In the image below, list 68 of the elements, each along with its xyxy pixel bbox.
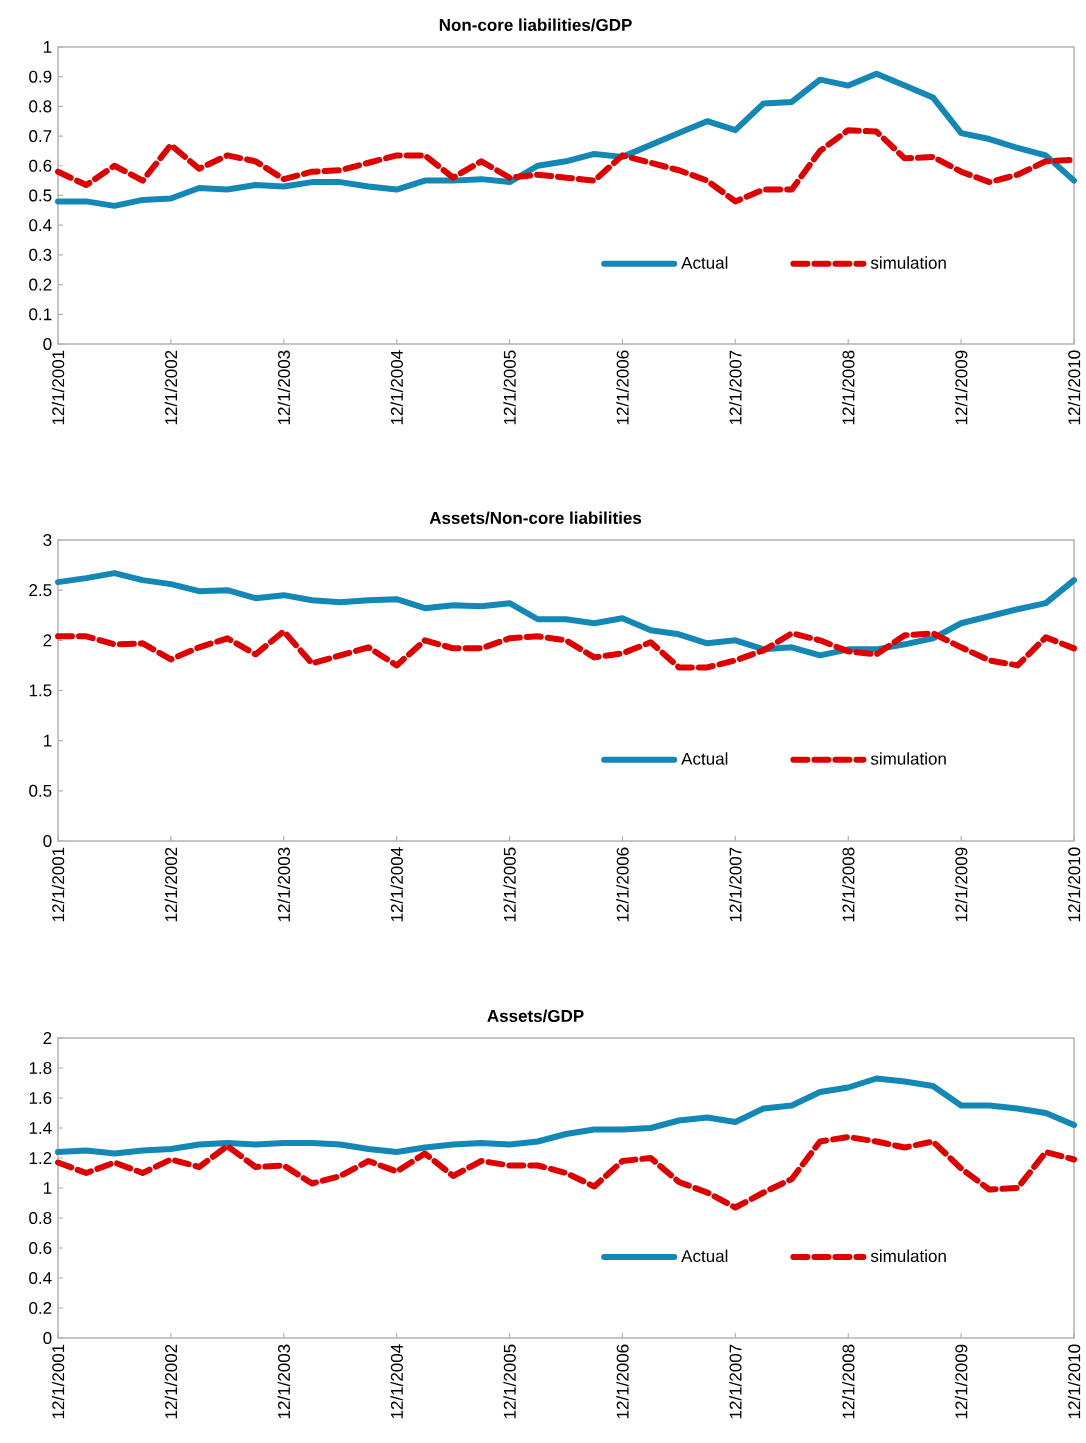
chart-title: Non-core liabilities/GDP [439,18,632,32]
y-tick-label: 2 [43,1032,52,1044]
y-tick-label: 0.8 [29,1211,52,1225]
legend-label: simulation [870,256,946,269]
x-tick-label: 12/1/2005 [503,350,516,425]
y-tick-label: 1.6 [29,1091,52,1105]
y-tick-label: 2.5 [29,584,52,597]
y-tick-label: 0.3 [29,248,52,261]
y-tick-label: 1.4 [29,1122,52,1134]
x-tick-label: 12/1/2005 [503,1344,516,1419]
legend-label: Actual [681,752,728,765]
legend-label: simulation [870,1249,946,1263]
x-tick-label: 12/1/2007 [729,1344,742,1419]
legend-label: simulation [870,752,946,765]
x-tick-label: 12/1/2003 [277,1344,291,1419]
x-tick-label: 12/1/2009 [954,350,968,425]
y-tick-label: 2 [43,634,52,647]
y-tick-label: 1 [43,41,52,53]
x-tick-label: 12/1/2002 [164,1344,178,1419]
x-tick-label: 12/1/2006 [616,1344,629,1419]
chart-title: Assets/GDP [487,1009,584,1023]
x-tick-label: 12/1/2009 [954,847,968,922]
y-tick-label: 0.8 [29,100,52,113]
x-tick-label: 12/1/2009 [954,1344,968,1419]
x-tick-label: 12/1/2001 [51,350,65,425]
y-tick-label: 0.1 [29,308,52,321]
y-tick-label: 3 [43,533,52,546]
y-tick-label: 0.9 [29,70,52,83]
y-tick-label: 0.4 [29,1271,52,1285]
legend-label: Actual [681,256,728,269]
y-tick-label: 0.6 [29,159,52,172]
x-tick-label: 12/1/2008 [842,350,855,425]
x-tick-label: 12/1/2003 [277,350,291,425]
x-tick-label: 12/1/2005 [503,847,516,922]
x-tick-label: 12/1/2010 [1067,847,1081,922]
x-tick-label: 12/1/2007 [729,847,742,922]
y-tick-label: 0.4 [29,219,52,232]
x-tick-label: 12/1/2002 [164,350,178,425]
y-tick-label: 0.2 [29,1301,52,1315]
y-tick-label: 0 [43,1331,52,1345]
y-tick-label: 1 [43,1182,52,1194]
x-tick-label: 12/1/2008 [842,1344,855,1419]
y-tick-label: 1.8 [29,1061,52,1075]
y-tick-label: 1.5 [29,684,52,697]
x-tick-label: 12/1/2002 [164,847,178,922]
chart-title: Assets/Non-core liabilities [429,511,642,525]
x-tick-label: 12/1/2006 [616,350,629,425]
y-tick-label: 0.7 [29,130,52,143]
y-tick-label: 0 [43,834,52,848]
x-tick-label: 12/1/2010 [1067,350,1081,425]
y-tick-label: 0.5 [29,189,52,202]
y-tick-label: 1.2 [29,1152,52,1164]
legend-label: Actual [681,1249,728,1263]
x-tick-label: 12/1/2001 [51,847,65,922]
y-tick-label: 0.2 [29,278,52,291]
x-tick-label: 12/1/2004 [390,350,403,425]
x-tick-label: 12/1/2010 [1067,1344,1081,1419]
y-tick-label: 1 [43,734,52,747]
x-tick-label: 12/1/2006 [616,847,629,922]
x-tick-label: 12/1/2008 [842,847,855,922]
y-tick-label: 0.5 [29,784,52,797]
x-tick-label: 12/1/2003 [277,847,291,922]
y-tick-label: 0 [43,337,52,350]
x-tick-label: 12/1/2004 [390,847,403,922]
y-tick-label: 0.6 [29,1241,52,1255]
x-tick-label: 12/1/2001 [51,1344,65,1419]
x-tick-label: 12/1/2007 [729,350,742,425]
x-tick-label: 12/1/2004 [390,1344,403,1419]
